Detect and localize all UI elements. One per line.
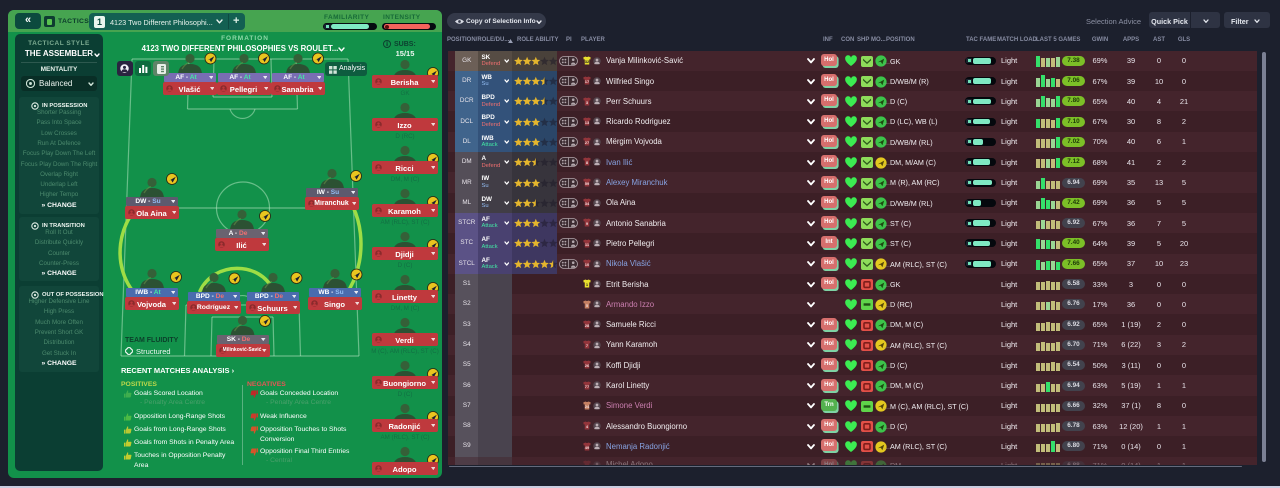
svg-text:5: 5 — [586, 302, 589, 307]
svg-text:32: 32 — [585, 59, 590, 64]
svg-text:1: 1 — [586, 282, 589, 287]
svg-text:13: 13 — [585, 120, 590, 125]
svg-text:28: 28 — [585, 323, 590, 328]
svg-text:11: 11 — [585, 241, 590, 246]
svg-text:7: 7 — [586, 343, 589, 348]
svg-text:49: 49 — [585, 444, 590, 449]
svg-text:17: 17 — [585, 79, 590, 84]
svg-text:8: 8 — [586, 160, 589, 165]
svg-text:4: 4 — [586, 424, 589, 429]
svg-text:10: 10 — [585, 262, 590, 267]
svg-text:3: 3 — [586, 99, 589, 104]
svg-text:24: 24 — [585, 404, 590, 409]
svg-text:26: 26 — [585, 363, 590, 368]
svg-text:27: 27 — [585, 140, 590, 145]
svg-text:59: 59 — [585, 181, 590, 186]
svg-text:9: 9 — [586, 221, 589, 226]
svg-text:34: 34 — [585, 201, 590, 206]
svg-text:77: 77 — [585, 384, 590, 389]
